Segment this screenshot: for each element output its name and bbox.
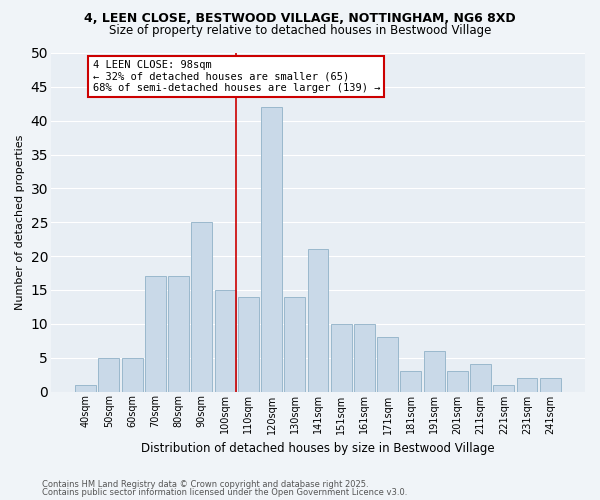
Bar bbox=[308, 250, 328, 392]
Y-axis label: Number of detached properties: Number of detached properties bbox=[15, 134, 25, 310]
Bar bbox=[354, 324, 375, 392]
Text: 4 LEEN CLOSE: 98sqm
← 32% of detached houses are smaller (65)
68% of semi-detach: 4 LEEN CLOSE: 98sqm ← 32% of detached ho… bbox=[92, 60, 380, 93]
Bar bbox=[517, 378, 538, 392]
Text: 4, LEEN CLOSE, BESTWOOD VILLAGE, NOTTINGHAM, NG6 8XD: 4, LEEN CLOSE, BESTWOOD VILLAGE, NOTTING… bbox=[84, 12, 516, 26]
Text: Contains public sector information licensed under the Open Government Licence v3: Contains public sector information licen… bbox=[42, 488, 407, 497]
Bar bbox=[145, 276, 166, 392]
Bar bbox=[238, 296, 259, 392]
Bar bbox=[540, 378, 561, 392]
Bar bbox=[470, 364, 491, 392]
Bar bbox=[98, 358, 119, 392]
Text: Size of property relative to detached houses in Bestwood Village: Size of property relative to detached ho… bbox=[109, 24, 491, 37]
Bar bbox=[493, 384, 514, 392]
Text: Contains HM Land Registry data © Crown copyright and database right 2025.: Contains HM Land Registry data © Crown c… bbox=[42, 480, 368, 489]
Bar bbox=[377, 338, 398, 392]
Bar bbox=[400, 371, 421, 392]
Bar bbox=[215, 290, 236, 392]
Bar bbox=[122, 358, 143, 392]
Bar bbox=[424, 351, 445, 392]
X-axis label: Distribution of detached houses by size in Bestwood Village: Distribution of detached houses by size … bbox=[141, 442, 495, 455]
Bar bbox=[284, 296, 305, 392]
Bar bbox=[331, 324, 352, 392]
Bar bbox=[261, 107, 282, 392]
Bar bbox=[191, 222, 212, 392]
Bar bbox=[168, 276, 189, 392]
Bar bbox=[75, 384, 96, 392]
Bar bbox=[447, 371, 468, 392]
